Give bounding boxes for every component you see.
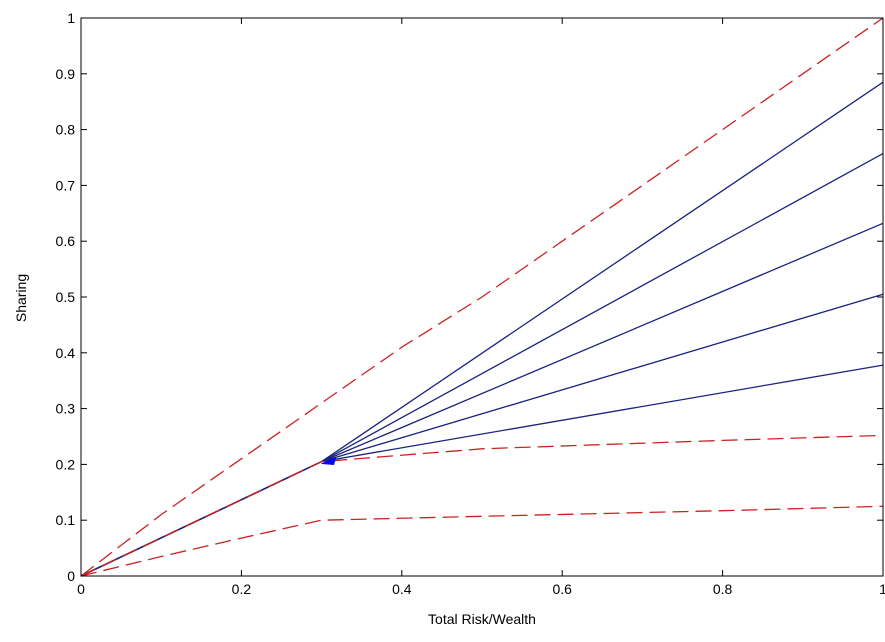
y-tick-label: 0 [67, 568, 75, 584]
y-tick-label: 0.1 [56, 512, 76, 528]
y-tick-label: 0.6 [56, 233, 76, 249]
y-tick-label: 0.4 [56, 345, 76, 361]
y-tick-label: 1 [67, 10, 75, 26]
x-tick-label: 0.6 [552, 581, 572, 597]
y-tick-label: 0.2 [56, 456, 76, 472]
series-layer [80, 17, 884, 577]
dashed-series-line-7 [80, 434, 884, 577]
x-axis-label: Total Risk/Wealth [428, 611, 536, 627]
dashed-series-line-8 [80, 505, 884, 577]
x-tick-label: 0.8 [713, 581, 733, 597]
y-tick-label: 0.7 [56, 177, 76, 193]
y-tick-label: 0.8 [56, 122, 76, 138]
y-tick-label: 0.5 [56, 289, 76, 305]
y-tick-label: 0.9 [56, 66, 76, 82]
tick-layer: 0 0.2 0.4 0.6 0.8 1 0 0.1 0.2 0.3 0.4 0.5 0.6 0.7 0.8 0… [56, 10, 885, 597]
x-tick-label: 1 [879, 581, 885, 597]
convergence-marker [320, 456, 337, 466]
x-tick-label: 0.2 [232, 581, 252, 597]
x-tick-label: 0.4 [392, 581, 412, 597]
y-axis-label: Sharing [13, 274, 29, 322]
dashed-series-line-1 [80, 17, 884, 577]
x-tick-label: 0 [77, 581, 85, 597]
y-tick-label: 0.3 [56, 401, 76, 417]
